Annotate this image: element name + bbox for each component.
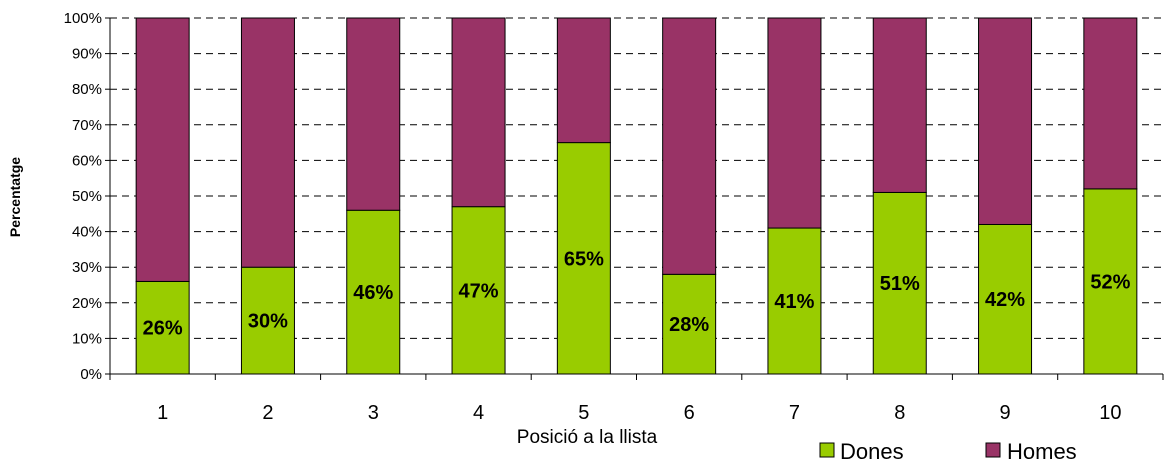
x-tick-label: 3 bbox=[368, 402, 379, 424]
x-axis-title: Posició a la llista bbox=[517, 427, 658, 448]
bar-dones bbox=[767, 227, 822, 375]
y-tick-label: 10% bbox=[72, 330, 102, 347]
legend-swatch-homes bbox=[985, 442, 1001, 458]
y-axis-title: Percentatge bbox=[7, 157, 23, 237]
bar-dones bbox=[1083, 188, 1138, 375]
bars bbox=[135, 17, 1138, 375]
legend: Dones Homes bbox=[819, 439, 1077, 464]
bar-dones bbox=[556, 142, 611, 375]
axes bbox=[105, 17, 1164, 380]
bar-homes bbox=[872, 17, 927, 193]
data-label-dones: 42% bbox=[985, 289, 1025, 311]
y-tick-label: 0% bbox=[80, 366, 102, 383]
legend-swatch-dones bbox=[819, 442, 835, 458]
data-label-dones: 28% bbox=[669, 314, 709, 336]
data-label-dones: 46% bbox=[353, 282, 393, 304]
bar-homes bbox=[556, 17, 611, 144]
data-labels: 26% 30% 46% 47% 65% 28% 41% 51% 42% 52% bbox=[143, 248, 1131, 339]
y-tick-label: 50% bbox=[72, 188, 102, 205]
x-tick-label: 1 bbox=[157, 402, 168, 424]
bar-homes bbox=[346, 17, 401, 211]
data-label-dones: 51% bbox=[880, 273, 920, 295]
y-tick-label: 40% bbox=[72, 224, 102, 241]
x-tick-label: 2 bbox=[262, 402, 273, 424]
x-tick-label: 10 bbox=[1099, 402, 1121, 424]
x-tick-label: 6 bbox=[684, 402, 695, 424]
bar-homes bbox=[1083, 17, 1138, 190]
y-tick-label: 30% bbox=[72, 259, 102, 276]
y-tick-label: 80% bbox=[72, 81, 102, 98]
y-tick-label: 90% bbox=[72, 46, 102, 63]
bar-dones bbox=[240, 266, 295, 375]
data-label-dones: 30% bbox=[248, 311, 288, 333]
y-tick-labels: 0% 10% 20% 30% 40% 50% 60% 70% 80% 90% 100% bbox=[64, 10, 102, 383]
x-tick-label: 5 bbox=[578, 402, 589, 424]
bar-homes bbox=[135, 17, 190, 282]
y-tick-label: 60% bbox=[72, 152, 102, 169]
data-label-dones: 52% bbox=[1090, 271, 1130, 293]
x-tick-label: 9 bbox=[999, 402, 1010, 424]
data-label-dones: 26% bbox=[143, 318, 183, 340]
bar-dones bbox=[135, 280, 190, 375]
data-label-dones: 47% bbox=[459, 280, 499, 302]
x-tick-label: 7 bbox=[789, 402, 800, 424]
data-label-dones: 41% bbox=[774, 291, 814, 313]
x-tick-label: 4 bbox=[473, 402, 484, 424]
legend-label-homes: Homes bbox=[1007, 439, 1077, 464]
y-tick-label: 100% bbox=[64, 10, 102, 27]
bar-homes bbox=[662, 17, 717, 275]
y-tick-label: 70% bbox=[72, 117, 102, 134]
y-tick-label: 20% bbox=[72, 295, 102, 312]
legend-label-dones: Dones bbox=[840, 439, 904, 464]
bar-homes bbox=[240, 17, 295, 268]
data-label-dones: 65% bbox=[564, 248, 604, 270]
bar-homes bbox=[978, 17, 1033, 225]
x-tick-labels: 1 2 3 4 5 6 7 8 9 10 bbox=[157, 402, 1121, 424]
x-tick-label: 8 bbox=[894, 402, 905, 424]
bar-homes bbox=[767, 17, 822, 229]
bar-homes bbox=[451, 17, 506, 208]
